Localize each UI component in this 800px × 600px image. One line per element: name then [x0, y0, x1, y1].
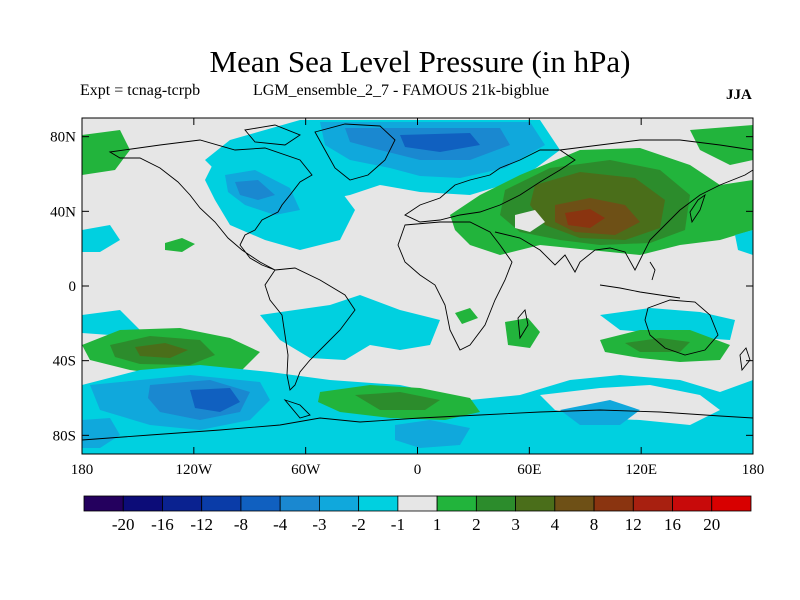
colorbar-swatch [593, 495, 634, 512]
anomaly-cyan-sth-atlantic [260, 295, 440, 360]
lat-tick-label: 80N [50, 130, 76, 146]
axis-labels: 80N 40N 0 40S 80S 180 120W 60W 0 60E 120E 180 [50, 130, 764, 478]
anomaly-green-nw [82, 130, 130, 175]
colorbar-swatch [554, 495, 595, 512]
run-label: LGM_ensemble_2_7 - FAMOUS 21k-bigblue [253, 82, 550, 99]
colorbar-swatch [162, 495, 203, 512]
lon-tick-label: 120E [625, 462, 657, 478]
lat-tick-label: 0 [69, 279, 77, 295]
colorbar-label: 20 [703, 515, 720, 534]
colorbar-label: 12 [625, 515, 642, 534]
anomaly-olive-south-pacific [135, 343, 188, 358]
colorbar-label: -12 [190, 515, 213, 534]
anomaly-green-madagascar [505, 318, 540, 348]
colorbar-swatch [672, 495, 713, 512]
anomaly-neutral-hole [515, 210, 545, 232]
colorbar-label: 16 [664, 515, 681, 534]
anomaly-cyan-npacific [735, 230, 753, 255]
colorbar-swatch [711, 495, 752, 512]
anomaly-bluedark-southern [190, 388, 240, 412]
anomaly-green-central-pacific [165, 238, 195, 252]
anomaly-cyan-ind-ocean [600, 308, 735, 340]
colorbar-label: -16 [151, 515, 174, 534]
coastlines [82, 123, 753, 441]
anomaly-cyan-west [82, 225, 120, 252]
lon-tick-label: 60W [291, 462, 321, 478]
colorbar-swatch [436, 495, 477, 512]
anomaly-blue-far-south-2 [395, 420, 470, 448]
colorbar-label: 1 [433, 515, 442, 534]
colorbar-swatch [319, 495, 360, 512]
colorbar-swatch [397, 495, 438, 512]
lat-tick-label: 40S [53, 354, 76, 370]
anomaly-green-sth-africa [455, 308, 478, 324]
colorbar-label: -1 [391, 515, 405, 534]
lon-tick-label: 180 [71, 462, 94, 478]
colorbar-swatch [515, 495, 556, 512]
colorbar: -20 -16 -12 -8 -4 -3 -2 -1 1 2 3 4 8 12 16 20 [83, 495, 752, 534]
anomaly-cyan-west-south [82, 310, 140, 335]
colorbar-label: -4 [273, 515, 288, 534]
lon-tick-label: 180 [742, 462, 765, 478]
colorbar-label: 3 [511, 515, 520, 534]
colorbar-label: 4 [551, 515, 560, 534]
colorbar-label: 2 [472, 515, 481, 534]
colorbar-swatch [240, 495, 281, 512]
lat-tick-label: 80S [53, 428, 76, 444]
anomaly-blue-far-south [82, 418, 120, 448]
anomaly-field [82, 118, 753, 454]
colorbar-label: -20 [112, 515, 135, 534]
anomaly-rust-asia [565, 209, 605, 228]
colorbar-swatch [122, 495, 163, 512]
colorbar-swatch [83, 495, 124, 512]
colorbar-swatch [632, 495, 673, 512]
anomaly-blue-namerica-dark [235, 180, 275, 200]
colorbar-swatch [201, 495, 242, 512]
anomaly-blue-sw [560, 400, 640, 425]
lon-tick-label: 120W [175, 462, 213, 478]
anomaly-darkgreen-south-atlantic [355, 392, 440, 410]
anomaly-blue-north-core [400, 133, 480, 152]
axis-ticks [81, 118, 754, 454]
colorbar-label: 8 [590, 515, 599, 534]
colorbar-label: -8 [234, 515, 248, 534]
colorbar-swatch [279, 495, 320, 512]
colorbar-label: -2 [352, 515, 366, 534]
anomaly-darkgreen-south-indian [625, 338, 690, 352]
season-label: JJA [726, 87, 752, 103]
page-title: Mean Sea Level Pressure (in hPa) [209, 44, 631, 79]
lon-tick-label: 60E [517, 462, 541, 478]
colorbar-swatch [475, 495, 516, 512]
experiment-label: Expt = tcnag-tcrpb [80, 82, 201, 99]
lat-tick-label: 40N [50, 204, 76, 220]
colorbar-swatch [358, 495, 399, 512]
lon-tick-label: 0 [414, 462, 422, 478]
colorbar-label: -3 [312, 515, 326, 534]
